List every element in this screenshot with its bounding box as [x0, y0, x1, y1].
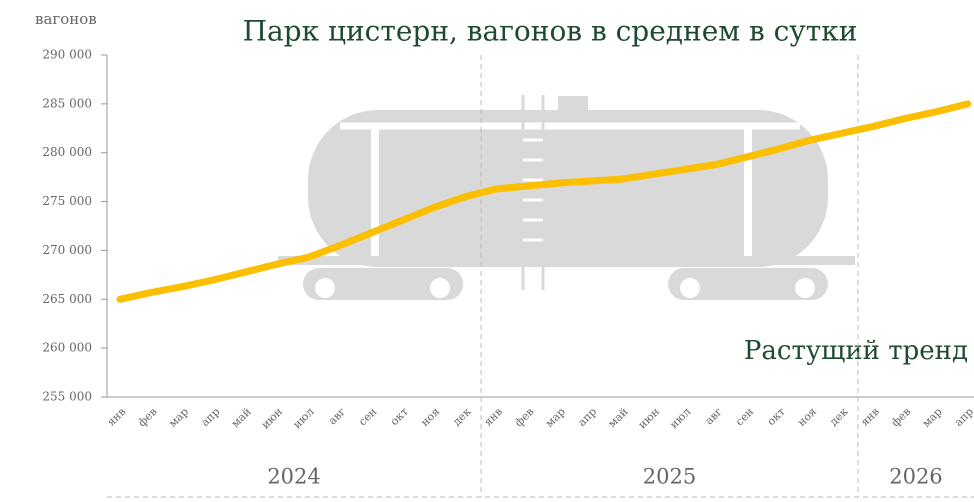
x-tick-label: окт: [765, 405, 788, 428]
x-tick-label: янв: [481, 405, 505, 429]
tank-car-illustration: [278, 95, 855, 300]
x-tick-label: сен: [733, 405, 756, 428]
x-tick-label: апр: [198, 405, 222, 429]
x-tick-label: фев: [135, 405, 159, 429]
x-tick-label: окт: [388, 405, 411, 428]
wheel: [430, 278, 450, 298]
y-tick-label: 255 000: [42, 390, 92, 404]
trend-line: [116, 100, 972, 303]
ladder-rungs: [523, 138, 543, 242]
wheel: [680, 278, 700, 298]
x-tick-label: ноя: [795, 405, 819, 429]
ladder: [521, 95, 545, 290]
bogie: [668, 268, 828, 300]
x-tick-label: фев: [512, 405, 536, 429]
y-tick-label: 275 000: [42, 194, 92, 208]
x-tick-label: май: [606, 405, 631, 430]
year-label: 2025: [643, 465, 696, 489]
x-tick-label: июн: [259, 405, 285, 431]
x-tick-label: мар: [166, 405, 191, 430]
x-tick-label: авг: [326, 405, 348, 427]
wheel: [315, 278, 335, 298]
x-tick-label: июл: [291, 405, 317, 431]
x-tick-label: мар: [543, 405, 568, 430]
y-tick-label: 265 000: [42, 292, 92, 306]
y-tick-label: 290 000: [42, 48, 92, 62]
y-tick-label: 280 000: [42, 145, 92, 159]
x-tick-label: фев: [889, 405, 913, 429]
x-tick-label: июн: [636, 405, 662, 431]
bogie: [303, 268, 463, 300]
tank-body: [308, 110, 828, 267]
x-tick-label: авг: [703, 405, 725, 427]
y-tick-label: 270 000: [42, 243, 92, 257]
x-tick-label: дек: [827, 405, 851, 429]
x-tick-label: апр: [575, 405, 599, 429]
x-tick-label: апр: [952, 405, 974, 429]
y-axis-label: вагонов: [35, 10, 97, 28]
x-tick-label: сен: [356, 405, 379, 428]
x-tick-label: янв: [858, 405, 882, 429]
y-tick-label: 260 000: [42, 341, 92, 355]
year-label: 2026: [889, 465, 942, 489]
tank-dome: [558, 96, 588, 112]
annotation: Растущий тренд: [744, 336, 968, 366]
x-tick-label: май: [229, 405, 254, 430]
tank-frame: [278, 256, 855, 265]
x-tick-label: дек: [450, 405, 474, 429]
x-tick-label: ноя: [418, 405, 442, 429]
year-label: 2024: [267, 465, 320, 489]
x-tick-label: июл: [667, 405, 693, 431]
chart-title: Парк цистерн, вагонов в среднем в сутки: [243, 15, 858, 48]
wheel: [795, 278, 815, 298]
y-tick-label: 285 000: [42, 96, 92, 110]
x-tick-label: янв: [105, 405, 129, 429]
x-tick-label: мар: [920, 405, 945, 430]
